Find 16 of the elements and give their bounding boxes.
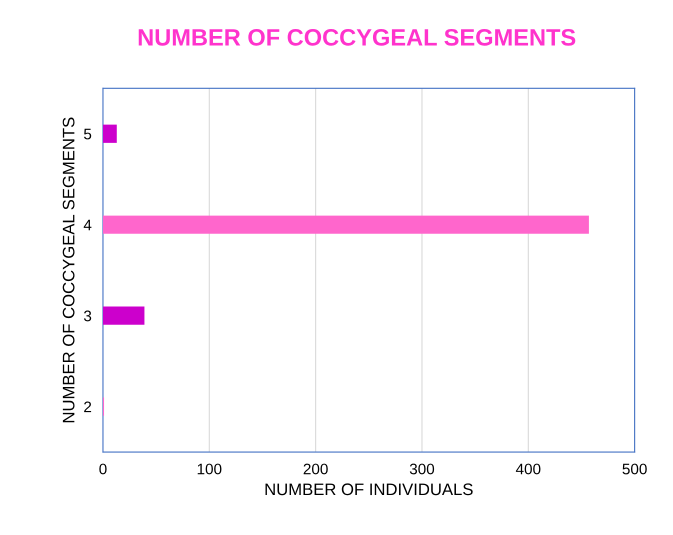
y-tick-label: 3 [84,310,92,322]
y-tick-label: 4 [84,220,92,230]
chart-title: NUMBER OF COCCYGEAL SEGMENTS [138,28,576,46]
y-tick-label: 2 [84,401,92,412]
x-tick-label: 200 [304,464,328,474]
x-tick-label: 400 [516,464,540,474]
y-axis-title: NUMBER OF COCCYGEAL SEGMENTS [62,118,75,422]
bar [102,124,117,143]
x-axis-title: NUMBER OF INDIVIDUALS [266,483,473,496]
x-tick-label: 300 [410,464,434,474]
bar [102,306,144,325]
x-tick-label: 500 [622,464,647,474]
bar [102,216,589,234]
x-tick-label: 100 [198,464,222,474]
y-tick-label: 5 [84,128,92,140]
x-tick-label: 0 [99,464,107,474]
